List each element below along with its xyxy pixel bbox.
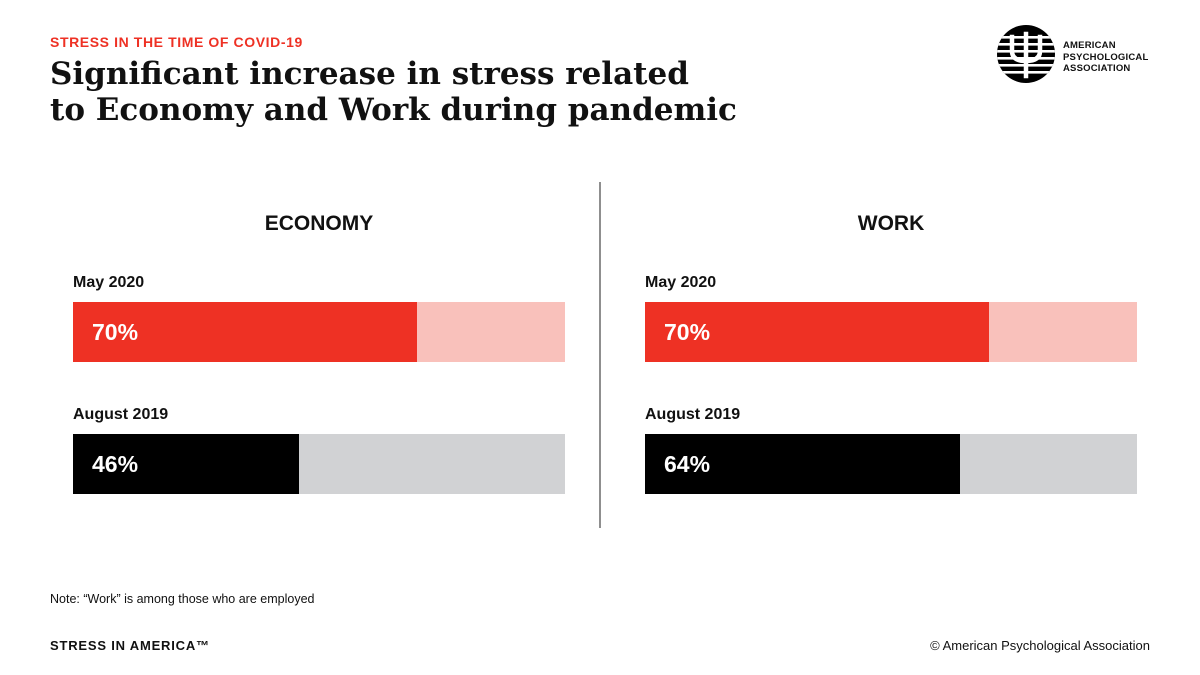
economy-bar-value-august-2019: 46% <box>92 451 139 477</box>
page-title: Significant increase in stress related t… <box>50 56 810 128</box>
economy-panel-title: ECONOMY <box>264 212 374 235</box>
economy-bar-track-may-2020: 70% <box>73 302 565 362</box>
panel-divider <box>599 182 601 528</box>
footnote: Note: “Work” is among those who are empl… <box>50 592 315 606</box>
work-bar-track-august-2019: 64% <box>645 434 1137 494</box>
logo-line-2: PSYCHOLOGICAL <box>1063 51 1149 63</box>
work-bar-value-may-2020: 70% <box>664 319 711 345</box>
apa-logo: AMERICAN PSYCHOLOGICAL ASSOCIATION <box>996 24 1156 88</box>
work-panel-title: WORK <box>857 212 925 235</box>
economy-bar-august-2019 <box>73 434 299 494</box>
work-row-label-may-2020: May 2020 <box>645 274 717 291</box>
work-row-label-august-2019: August 2019 <box>645 406 741 423</box>
logo-wordmark: AMERICAN PSYCHOLOGICAL ASSOCIATION <box>1063 40 1148 75</box>
apa-psi-logo-icon <box>997 25 1055 83</box>
footer-brand: STRESS IN AMERICA™ <box>50 638 210 653</box>
economy-bar-track-august-2019: 46% <box>73 434 565 494</box>
work-bar-may-2020 <box>645 302 989 362</box>
work-panel: WORK May 2020 70% August 2019 64% <box>645 212 1137 502</box>
kicker-label: STRESS IN THE TIME OF COVID-19 <box>50 34 303 50</box>
economy-row-label-august-2019: August 2019 <box>73 406 169 423</box>
title-line-1: Significant increase in stress related <box>50 56 689 92</box>
logo-line-1: AMERICAN <box>1063 40 1116 51</box>
title-line-2: to Economy and Work during pandemic <box>50 92 737 128</box>
work-bar-track-may-2020: 70% <box>645 302 1137 362</box>
work-bar-august-2019 <box>645 434 960 494</box>
economy-bar-value-may-2020: 70% <box>92 319 139 345</box>
logo-line-3: ASSOCIATION <box>1063 63 1131 74</box>
economy-row-label-may-2020: May 2020 <box>73 274 145 291</box>
economy-bar-may-2020 <box>73 302 417 362</box>
work-bar-value-august-2019: 64% <box>664 451 711 477</box>
footer-copyright: © American Psychological Association <box>930 638 1150 653</box>
economy-panel: ECONOMY May 2020 70% August 2019 46% <box>73 212 565 502</box>
